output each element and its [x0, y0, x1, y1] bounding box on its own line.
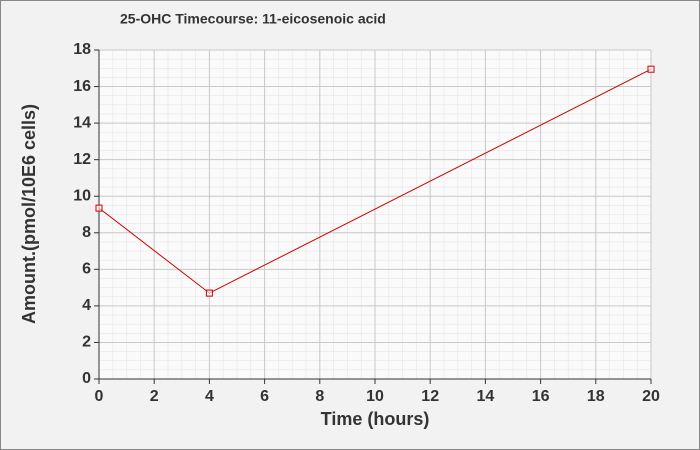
- y-tick-label: 12: [73, 151, 91, 168]
- y-tick-label: 8: [82, 224, 91, 241]
- x-tick-label: 0: [95, 388, 104, 405]
- x-tick-label: 20: [642, 388, 660, 405]
- x-tick-label: 12: [421, 388, 439, 405]
- x-tick-label: 10: [366, 388, 384, 405]
- y-tick-label: 18: [73, 41, 91, 58]
- x-tick-label: 16: [532, 388, 550, 405]
- chart-title: 25-OHC Timecourse: 11-eicosenoic acid: [120, 11, 386, 27]
- x-tick-label: 4: [205, 388, 214, 405]
- y-tick-label: 4: [82, 297, 91, 314]
- x-tick-label: 2: [150, 388, 159, 405]
- y-tick-label: 2: [82, 334, 91, 351]
- y-tick-label: 0: [82, 370, 91, 387]
- x-tick-label: 18: [587, 388, 605, 405]
- y-tick-label: 6: [82, 261, 91, 278]
- data-point: [95, 204, 103, 212]
- y-tick-label: 14: [73, 114, 91, 131]
- x-tick-label: 14: [477, 388, 495, 405]
- x-axis-label: Time (hours): [321, 409, 430, 429]
- y-axis-label: Amount.(pmol/10E6 cells): [19, 104, 39, 324]
- data-point: [647, 65, 655, 73]
- y-tick-label: 10: [73, 187, 91, 204]
- x-tick-label: 6: [260, 388, 269, 405]
- x-tick-label: 8: [315, 388, 324, 405]
- y-tick-label: 16: [73, 78, 91, 95]
- data-point: [205, 289, 213, 297]
